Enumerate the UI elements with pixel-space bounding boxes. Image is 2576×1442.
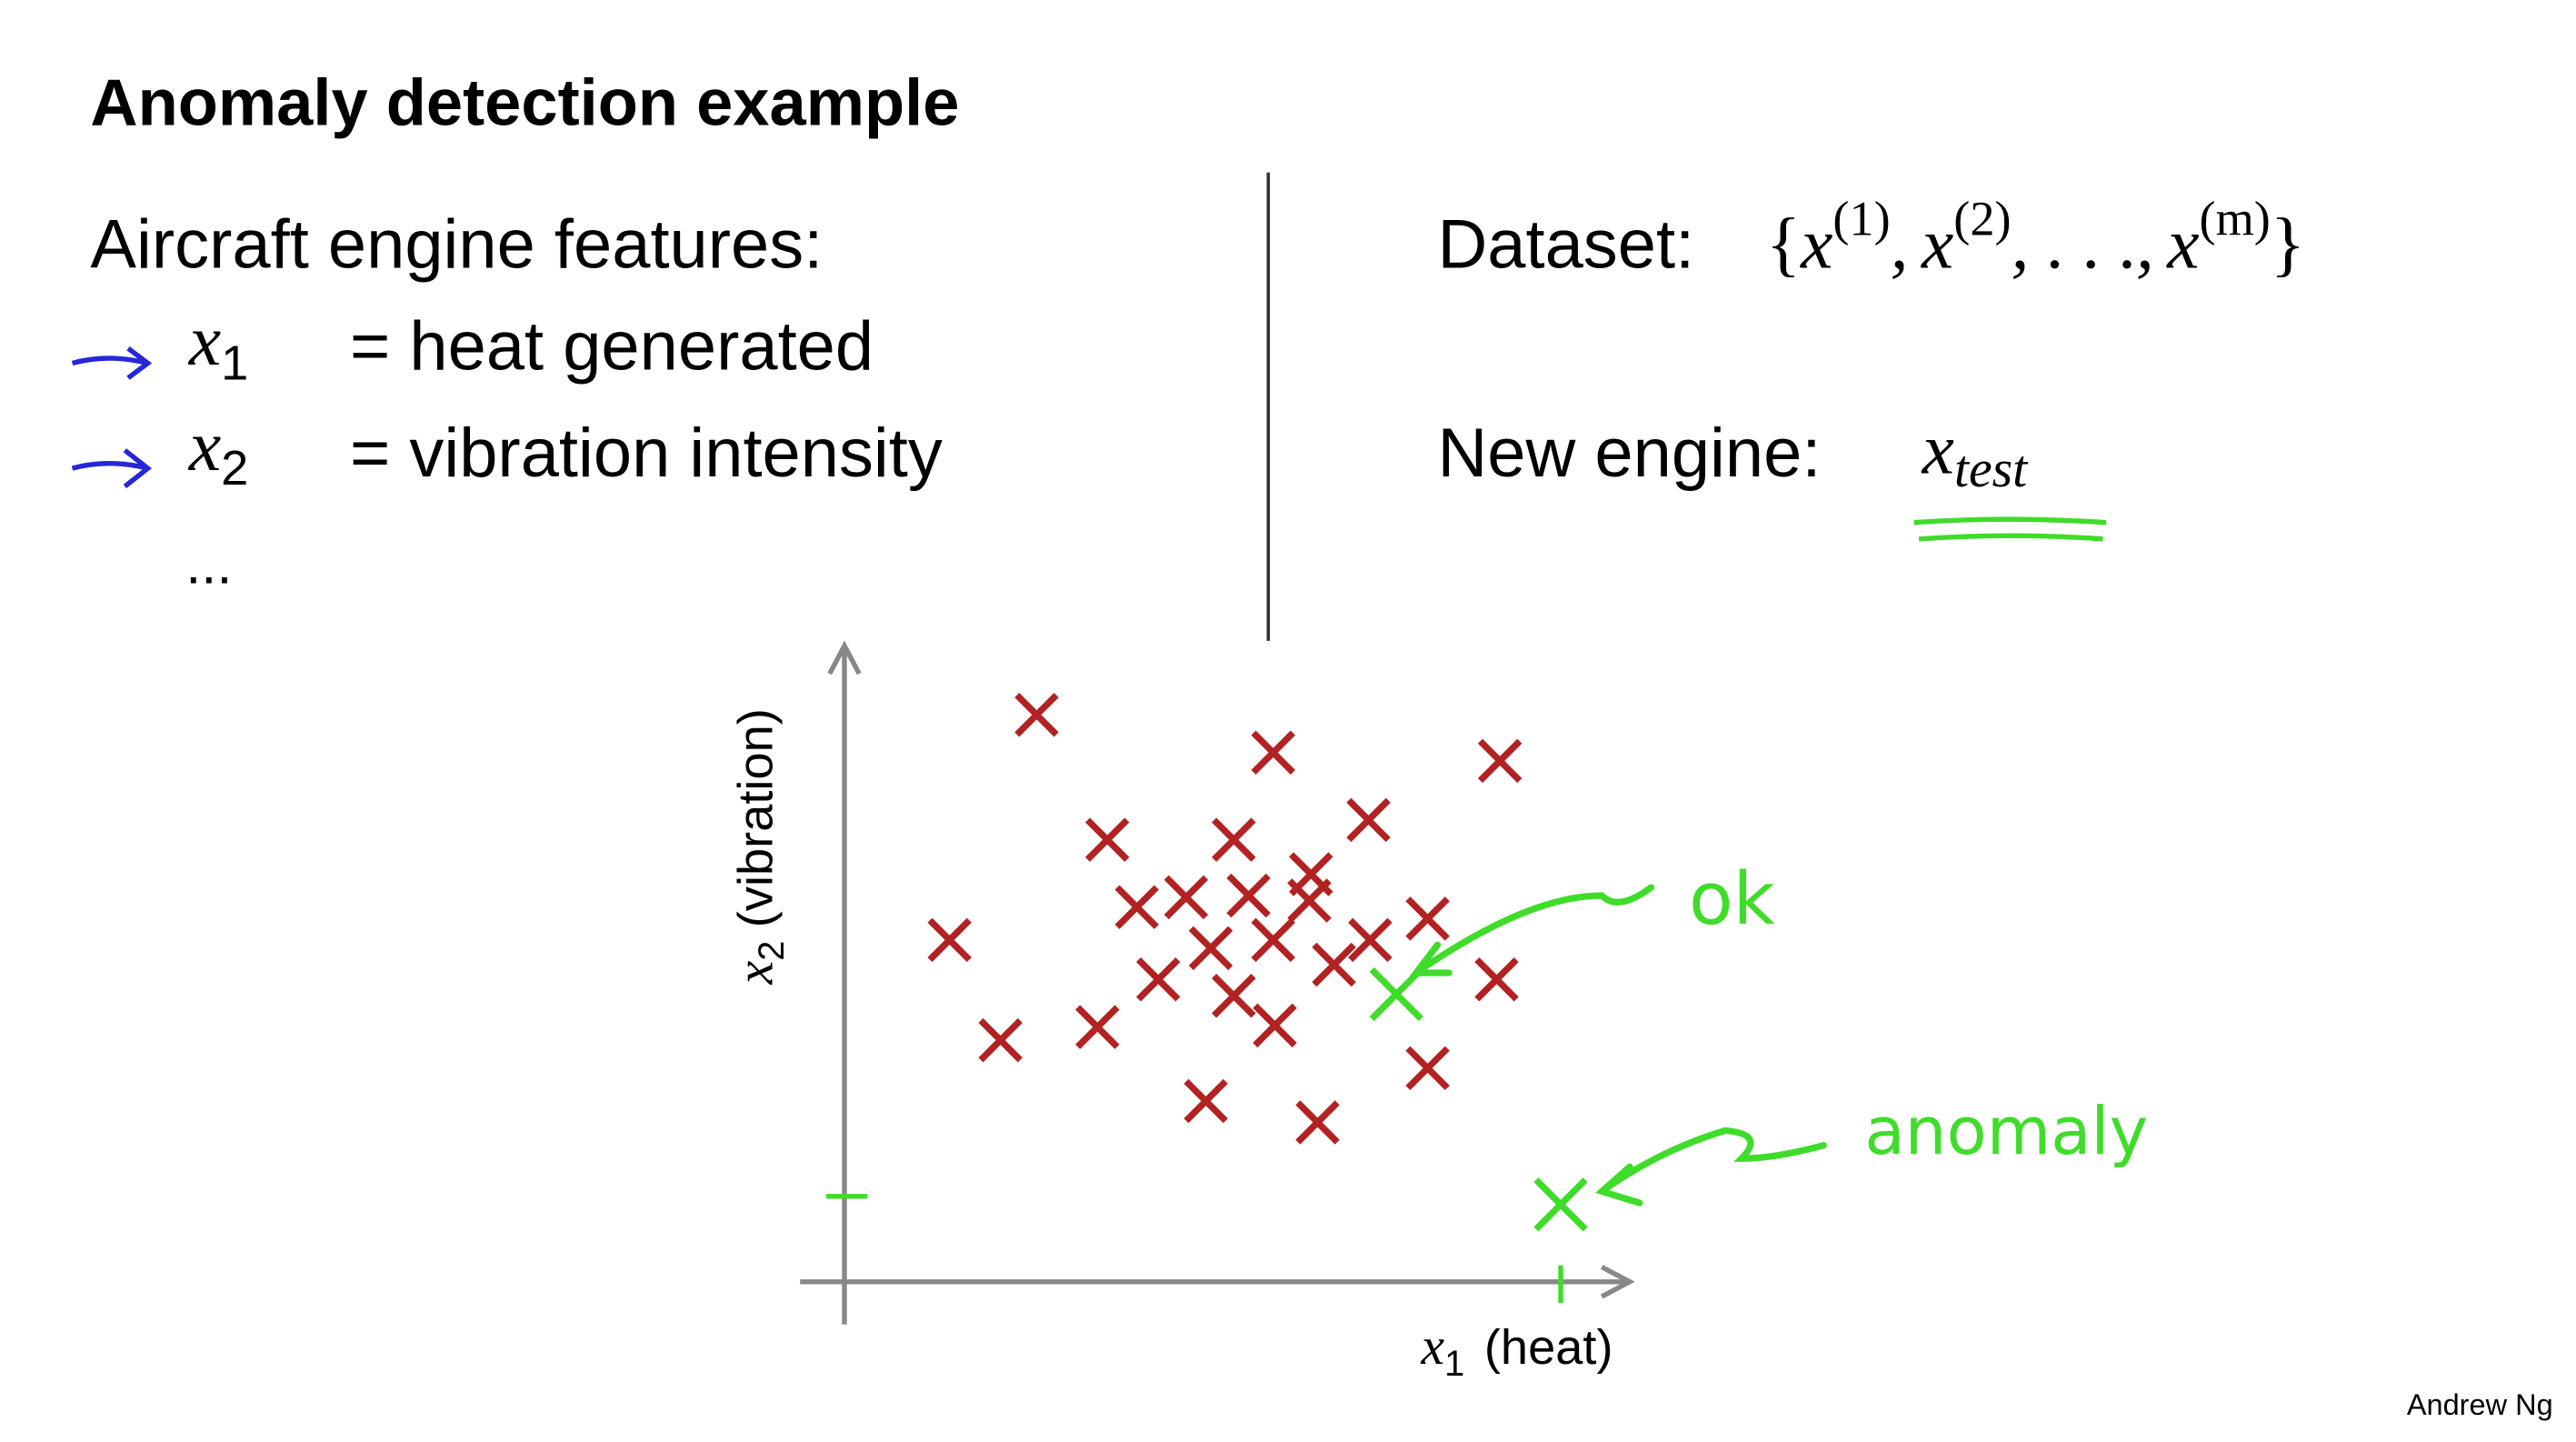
feature-description: = heat generated xyxy=(350,308,874,386)
features-heading: Aircraft engine features: xyxy=(90,206,823,284)
sample-point xyxy=(978,1017,1023,1063)
arrows xyxy=(71,346,153,489)
sample-point xyxy=(1212,974,1256,1018)
symbol: x xyxy=(188,301,221,381)
footer: Andrew Ng xyxy=(2407,1388,2553,1421)
sample-point xyxy=(1253,1003,1297,1048)
sample-point xyxy=(1348,917,1393,963)
ellipsis: . . . xyxy=(2046,205,2136,285)
axes xyxy=(800,640,1635,1325)
subscript: 2 xyxy=(221,441,248,496)
sample-point xyxy=(1474,956,1519,1002)
feature-description: = vibration intensity xyxy=(350,415,943,492)
sample-point xyxy=(1075,1005,1120,1049)
superscript: (2) xyxy=(1953,191,2011,245)
sample-point xyxy=(1135,956,1181,1002)
symbol: x xyxy=(1420,1317,1444,1376)
subscript: test xyxy=(1954,439,2029,498)
label-text: (heat) xyxy=(1484,1320,1613,1375)
subscript: 2 xyxy=(752,941,792,961)
sample-point xyxy=(1226,873,1271,918)
test-point xyxy=(1533,1177,1588,1232)
symbol: x xyxy=(188,406,221,486)
sample-point xyxy=(1251,917,1295,963)
brace: { xyxy=(1766,205,1801,285)
y-arrow xyxy=(827,640,862,676)
base: x xyxy=(1922,410,1954,490)
underline-stroke xyxy=(1918,533,2103,542)
separator: , xyxy=(2012,205,2030,285)
annotation: anomaly xyxy=(1864,1094,2148,1170)
sample-point xyxy=(1405,1046,1450,1091)
sample-point xyxy=(927,917,972,963)
x-axis-label: x1 (heat) xyxy=(1420,1317,1612,1384)
arrow xyxy=(71,346,153,380)
test-point xyxy=(1369,966,1423,1022)
y-axis-label: x2 (vibration) xyxy=(724,708,792,985)
new-engine-symbol: xtest xyxy=(1922,410,2030,498)
separator: , xyxy=(1891,205,1909,285)
base: x xyxy=(1921,205,1953,285)
underline-stroke xyxy=(1913,516,2107,526)
sample-point xyxy=(1295,1100,1340,1145)
dataset-label: Dataset: xyxy=(1437,206,1694,284)
symbol: x xyxy=(724,960,784,985)
brace: } xyxy=(2271,205,2305,285)
sample-point xyxy=(1183,1078,1228,1124)
sample-point xyxy=(1346,797,1391,843)
label-text: (vibration) xyxy=(728,708,783,927)
dataset-set: {x(1), x(2),. . ., x(m)} xyxy=(1766,191,2305,284)
sample-point xyxy=(1188,926,1233,971)
arrow xyxy=(71,448,153,489)
feature: x1 xyxy=(188,301,248,390)
superscript: (1) xyxy=(1832,191,1890,245)
separator: , xyxy=(2136,205,2154,285)
base: x xyxy=(2166,205,2199,285)
annotation-arrow xyxy=(1594,1127,1827,1207)
title: Anomaly detection example xyxy=(90,66,959,139)
more: ... xyxy=(185,534,232,596)
base: x xyxy=(1800,205,1832,285)
sample-point xyxy=(1251,730,1295,776)
sample-point xyxy=(1163,875,1209,920)
sample-point xyxy=(1477,738,1523,784)
sample-point xyxy=(1114,885,1159,929)
subscript: 1 xyxy=(1444,1344,1464,1384)
new-engine-label: New engine: xyxy=(1437,415,1821,492)
sample-point xyxy=(1287,878,1332,923)
plot: x2(vibration) x1 (heat) ok anomaly xyxy=(724,640,2148,1384)
sample-point xyxy=(1212,817,1256,862)
underline xyxy=(1913,516,2107,542)
feature: x2 xyxy=(188,406,248,496)
sample-point xyxy=(1405,896,1450,941)
sample-point xyxy=(1312,942,1356,987)
superscript: (m) xyxy=(2200,191,2271,245)
sample-point xyxy=(1014,692,1059,737)
subscript: 1 xyxy=(221,336,248,391)
x-arrow xyxy=(1600,1265,1635,1299)
sample-point xyxy=(1084,817,1130,862)
annotation: ok xyxy=(1689,856,1775,941)
